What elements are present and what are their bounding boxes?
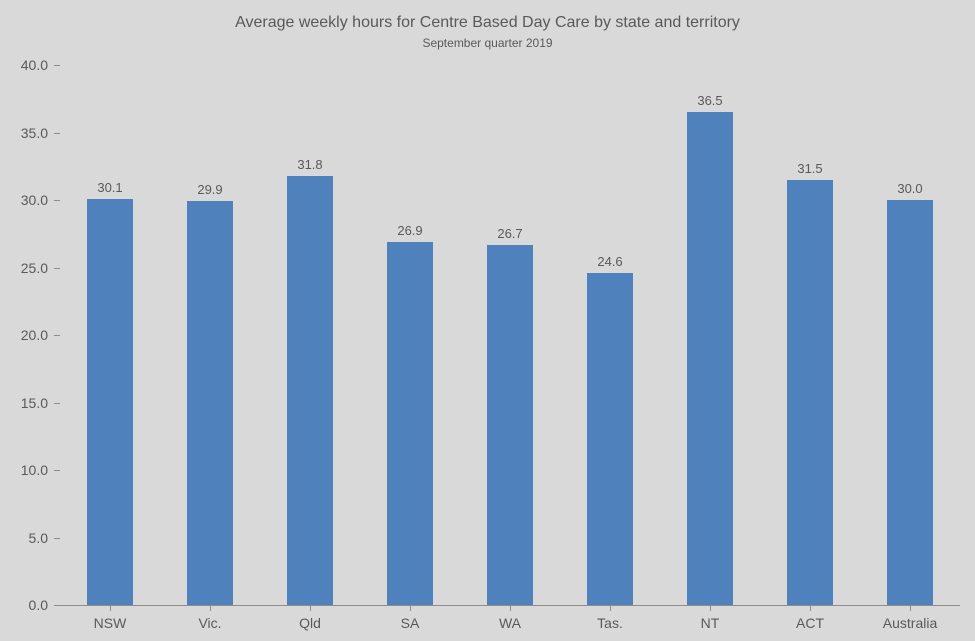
y-tick xyxy=(54,538,60,539)
y-axis-label: 10.0 xyxy=(0,462,48,478)
y-tick xyxy=(54,335,60,336)
x-tick xyxy=(110,605,111,611)
y-tick xyxy=(54,133,60,134)
bar-value-label: 36.5 xyxy=(697,93,722,108)
y-tick xyxy=(54,200,60,201)
bar-value-label: 31.5 xyxy=(797,161,822,176)
y-axis-label: 25.0 xyxy=(0,260,48,276)
x-axis-label: Australia xyxy=(883,615,937,631)
x-tick xyxy=(610,605,611,611)
y-axis-label: 15.0 xyxy=(0,395,48,411)
bar xyxy=(587,273,633,605)
x-tick xyxy=(510,605,511,611)
y-axis-label: 40.0 xyxy=(0,57,48,73)
y-axis-label: 5.0 xyxy=(0,530,48,546)
bar xyxy=(687,112,733,605)
y-axis-label: 35.0 xyxy=(0,125,48,141)
bar xyxy=(387,242,433,605)
bar-value-label: 31.8 xyxy=(297,157,322,172)
x-tick xyxy=(310,605,311,611)
x-axis-label: WA xyxy=(499,615,521,631)
y-axis-label: 30.0 xyxy=(0,192,48,208)
bar xyxy=(287,176,333,605)
bar-chart-container: Average weekly hours for Centre Based Da… xyxy=(0,0,975,641)
bar xyxy=(887,200,933,605)
y-tick xyxy=(54,65,60,66)
x-tick xyxy=(910,605,911,611)
x-tick xyxy=(210,605,211,611)
y-tick xyxy=(54,470,60,471)
bar-value-label: 26.9 xyxy=(397,223,422,238)
bar-value-label: 24.6 xyxy=(597,254,622,269)
bar-value-label: 30.0 xyxy=(897,181,922,196)
chart-subtitle: September quarter 2019 xyxy=(0,36,975,50)
chart-title: Average weekly hours for Centre Based Da… xyxy=(0,14,975,32)
x-axis-label: ACT xyxy=(796,615,824,631)
x-axis-label: SA xyxy=(401,615,420,631)
plot-area xyxy=(60,65,960,605)
y-tick xyxy=(54,268,60,269)
bar xyxy=(187,201,233,605)
x-axis-label: Qld xyxy=(299,615,321,631)
bar xyxy=(787,180,833,605)
bar-value-label: 30.1 xyxy=(97,180,122,195)
x-axis-label: NT xyxy=(701,615,720,631)
bar xyxy=(87,199,133,605)
x-tick xyxy=(410,605,411,611)
bar xyxy=(487,245,533,605)
bar-value-label: 26.7 xyxy=(497,226,522,241)
x-axis-label: Vic. xyxy=(198,615,221,631)
y-axis-label: 0.0 xyxy=(0,597,48,613)
x-axis-label: Tas. xyxy=(597,615,623,631)
x-tick xyxy=(810,605,811,611)
y-tick xyxy=(54,403,60,404)
x-axis-label: NSW xyxy=(94,615,127,631)
bar-value-label: 29.9 xyxy=(197,182,222,197)
x-tick xyxy=(710,605,711,611)
y-axis-label: 20.0 xyxy=(0,327,48,343)
